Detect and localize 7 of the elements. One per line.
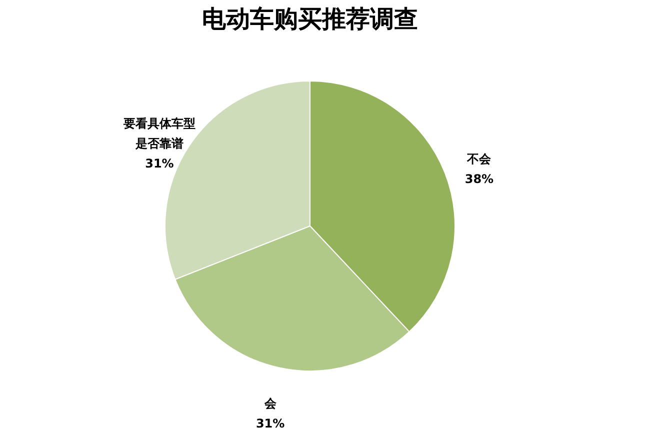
slice-label: 不会 [466,152,492,166]
data-label: 38% [464,172,494,186]
slice-label: 要看具体车型是否靠谱 [122,116,196,151]
slice-label: 会 [263,396,278,411]
chart-title: 电动车购买推荐调查 [202,5,418,33]
data-label: 31% [145,156,174,171]
data-label: 31% [256,416,285,431]
